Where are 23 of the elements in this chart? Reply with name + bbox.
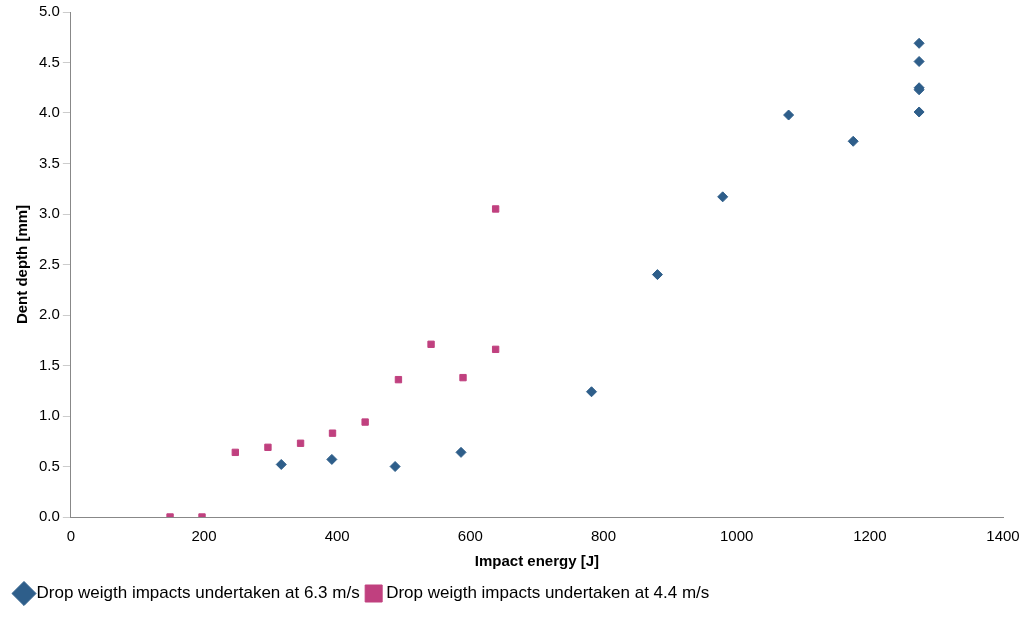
x-axis-title: Impact energy [J] [474, 552, 600, 570]
y-tick-label: 1.0 [38, 406, 60, 424]
x-tick-label: 1200 [853, 527, 887, 545]
y-tick-label: 1.5 [38, 355, 60, 373]
legend-label: Drop weigth impacts undertaken at 4.4 m/s [386, 583, 710, 603]
y-tick-label: 0.0 [38, 507, 60, 525]
legend-label: Drop weigth impacts undertaken at 6.3 m/s [36, 583, 360, 603]
y-tick-label: 0.5 [38, 456, 60, 474]
x-tick-label: 1400 [986, 527, 1020, 545]
x-tick-label: 600 [457, 527, 483, 545]
x-tick-label: 200 [191, 527, 217, 545]
y-tick-label: 2.5 [38, 254, 60, 272]
x-tick-label: 1000 [719, 527, 754, 545]
y-tick-label: 4.0 [38, 103, 60, 121]
y-tick-label: 2.0 [38, 305, 60, 323]
y-tick-label: 3.5 [38, 153, 60, 171]
y-tick-label: 3.0 [38, 204, 60, 222]
x-tick-label: 800 [590, 527, 617, 545]
x-tick-label: 0 [66, 527, 76, 545]
y-tick-label: 4.5 [38, 52, 60, 70]
y-axis-title: Dent depth [mm] [13, 204, 31, 325]
y-tick-label: 5.0 [38, 2, 60, 20]
x-tick-label: 400 [324, 527, 350, 545]
